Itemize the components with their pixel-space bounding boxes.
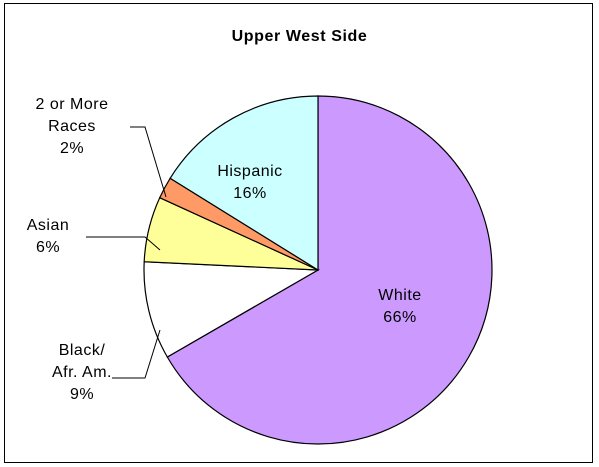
slice-label: Black/Afr. Am. 9% — [52, 342, 112, 403]
slice-label: Hispanic 16% — [217, 163, 282, 202]
slice-label: White 66% — [378, 287, 421, 326]
leader-line — [112, 329, 161, 379]
pie-slice — [169, 95, 319, 272]
pie-slice — [166, 95, 493, 445]
slice-label: 2 or More Races 2% — [36, 96, 109, 157]
leader-line — [130, 126, 167, 198]
slice-label: Asian 6% — [27, 217, 70, 256]
chart-title: Upper West Side — [231, 28, 368, 45]
pie-slice — [143, 261, 321, 358]
leader-line — [86, 236, 161, 251]
